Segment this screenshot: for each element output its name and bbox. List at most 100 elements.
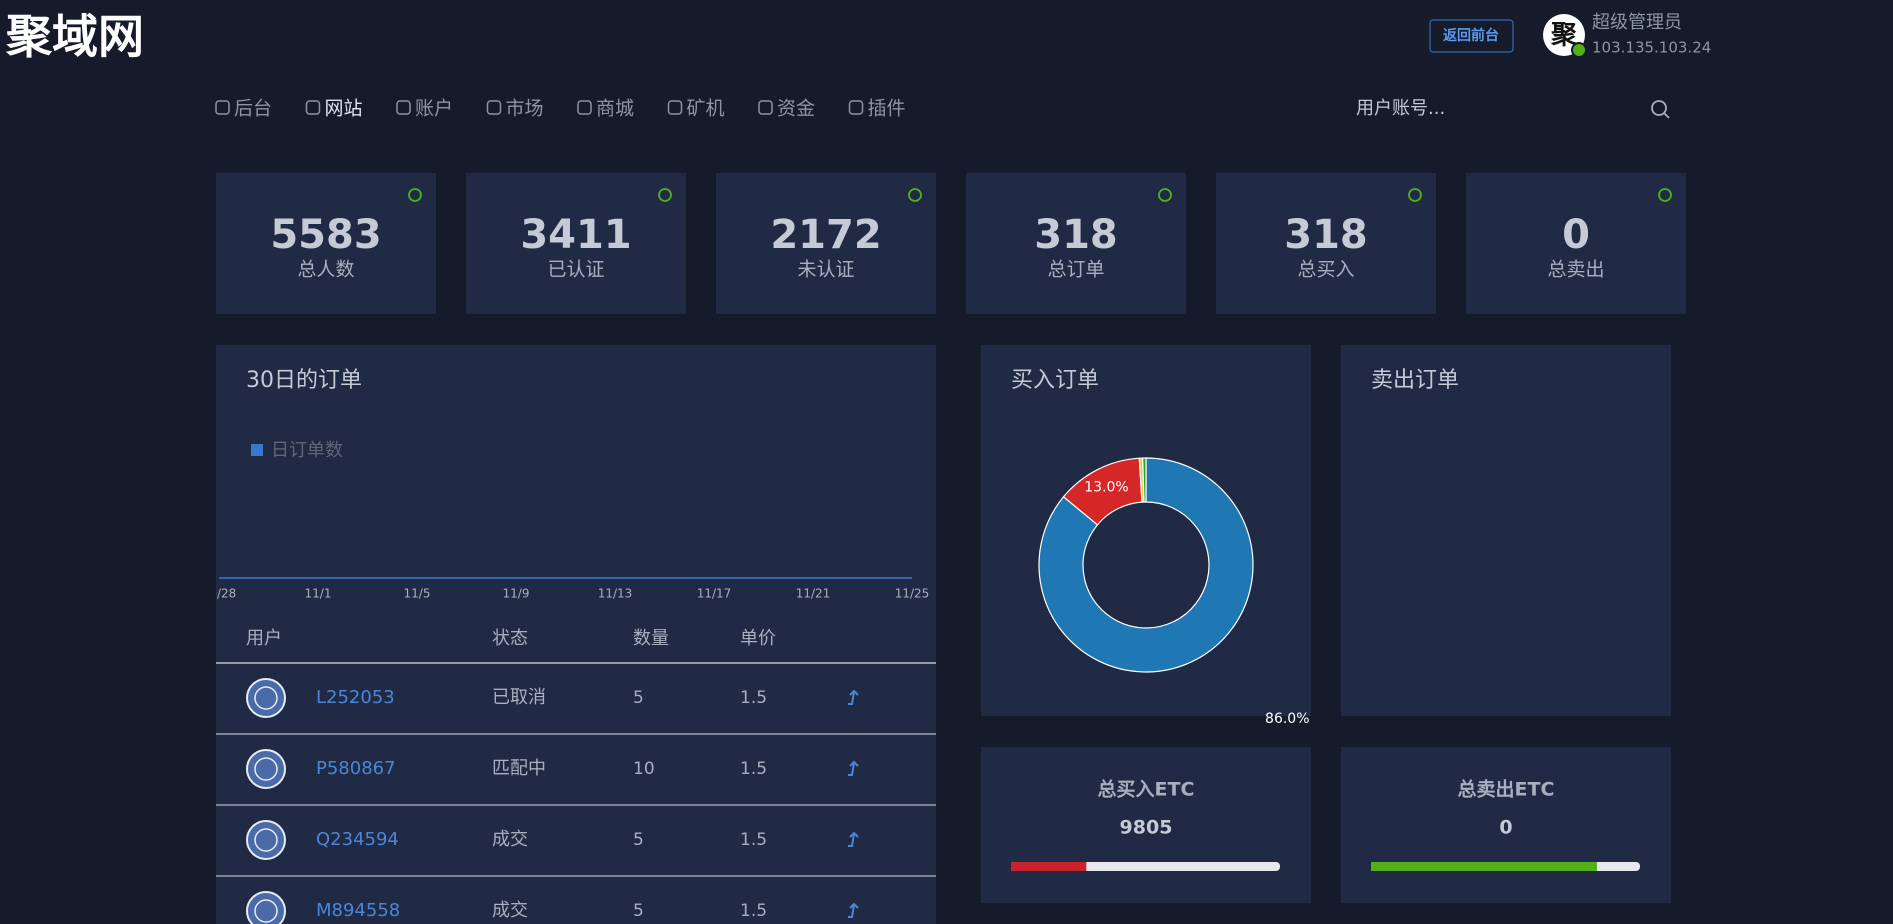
search-icon-handle [1663, 112, 1670, 119]
admin-name: 超级管理员 [1592, 12, 1682, 33]
x-tick-label: 11/17 [697, 587, 732, 601]
back-button-frame[interactable] [1429, 19, 1514, 53]
user-avatar [246, 891, 286, 924]
legend-swatch [251, 444, 263, 456]
stat-card [466, 173, 686, 314]
user-avatar [246, 749, 286, 789]
x-tick-label: 11/25 [895, 587, 930, 601]
stat-icon [1408, 188, 1422, 202]
buy-orders-title: 买入订单 [1011, 368, 1099, 393]
brand: 聚域网 [5, 10, 144, 64]
online-dot [1571, 42, 1587, 58]
x-tick-label: 11/1 [305, 587, 332, 601]
stat-value: 0 [1562, 212, 1590, 258]
nav-icon [848, 100, 864, 115]
row-action-icon[interactable] [848, 831, 859, 847]
order-quantity: 5 [633, 901, 644, 921]
search-icon[interactable] [1651, 100, 1667, 116]
order-price: 1.5 [740, 688, 767, 708]
total-title: 总买入ETC [1098, 778, 1195, 801]
search-input[interactable]: 用户账号... [1356, 98, 1445, 119]
nav-icon [577, 100, 592, 115]
nav-icon [667, 100, 683, 115]
total-title: 总卖出ETC [1458, 778, 1555, 801]
order-quantity: 5 [633, 830, 644, 850]
stat-card [1216, 173, 1436, 314]
orders-panel [216, 345, 936, 924]
stat-card [716, 173, 936, 314]
nav-item[interactable]: 后台 [234, 98, 272, 120]
stat-icon [408, 188, 422, 202]
total-value: 9805 [1120, 817, 1173, 839]
order-price: 1.5 [740, 759, 767, 779]
nav-item[interactable]: 矿机 [687, 98, 725, 120]
stat-value: 3411 [520, 212, 631, 258]
x-tick-label: 11/5 [404, 587, 431, 601]
chart-title: 30日的订单 [246, 368, 362, 393]
nav-item[interactable]: 插件 [868, 98, 906, 120]
stat-value: 318 [1034, 212, 1118, 258]
user-name[interactable]: P580867 [316, 758, 396, 779]
nav-icon [486, 100, 502, 115]
order-status: 成交 [492, 829, 528, 850]
order-quantity: 5 [633, 688, 644, 708]
nav-icon [396, 100, 411, 115]
x-tick-label: 11/21 [796, 587, 831, 601]
stat-value: 2172 [770, 212, 881, 258]
admin-ip: 103.135.103.24 [1592, 39, 1711, 57]
user-name[interactable]: Q234594 [316, 829, 399, 850]
nav-icon [758, 100, 773, 115]
x-tick-label: 10/28 [202, 587, 237, 601]
total-panel [981, 747, 1311, 903]
user-avatar [246, 678, 286, 718]
user-avatar [246, 820, 286, 860]
total-panel [1341, 747, 1671, 903]
progress-fill [1011, 862, 1087, 871]
table-header: 用户 [246, 628, 282, 649]
user-avatar-inner [254, 828, 278, 852]
user-name[interactable]: L252053 [316, 687, 395, 708]
progress-fill [1371, 862, 1597, 871]
stat-label: 总买入 [1297, 259, 1354, 281]
order-status: 成交 [492, 900, 528, 921]
stat-label: 总人数 [297, 259, 354, 281]
user-avatar-inner [254, 899, 278, 923]
nav-item[interactable]: 市场 [506, 98, 544, 120]
order-quantity: 10 [633, 759, 655, 779]
stat-value: 318 [1284, 212, 1368, 258]
order-price: 1.5 [740, 830, 767, 850]
row-action-icon[interactable] [848, 760, 859, 776]
nav-item[interactable]: 商城 [596, 98, 634, 120]
order-status: 匹配中 [492, 758, 546, 779]
stat-card [1466, 173, 1686, 314]
nav-icon [215, 100, 230, 115]
stat-card [216, 173, 436, 314]
order-status: 已取消 [492, 687, 546, 708]
user-avatar-inner [254, 686, 278, 710]
stat-label: 总卖出 [1547, 259, 1604, 281]
x-tick-label: 11/9 [503, 587, 530, 601]
nav-item[interactable]: 账户 [415, 98, 453, 120]
donut-slice [1038, 457, 1254, 673]
order-price: 1.5 [740, 901, 767, 921]
stat-icon [1158, 188, 1172, 202]
sell-orders-title: 卖出订单 [1371, 368, 1459, 393]
table-header: 单价 [740, 628, 776, 649]
nav-item[interactable]: 网站 [325, 98, 363, 120]
stat-label: 未认证 [797, 259, 854, 281]
table-header: 状态 [492, 628, 528, 649]
stat-label: 已认证 [547, 259, 604, 281]
user-name[interactable]: M894558 [316, 900, 400, 921]
user-avatar-inner [254, 757, 278, 781]
nav-item[interactable]: 资金 [777, 98, 815, 120]
legend-label: 日订单数 [271, 440, 343, 461]
total-value: 0 [1499, 817, 1512, 839]
stat-icon [908, 188, 922, 202]
table-header: 数量 [633, 628, 669, 649]
slice-label: 13.0% [1084, 479, 1128, 495]
row-action-icon[interactable] [848, 902, 859, 918]
row-action-icon[interactable] [848, 689, 859, 705]
back-button[interactable]: 返回前台 [1443, 27, 1499, 44]
